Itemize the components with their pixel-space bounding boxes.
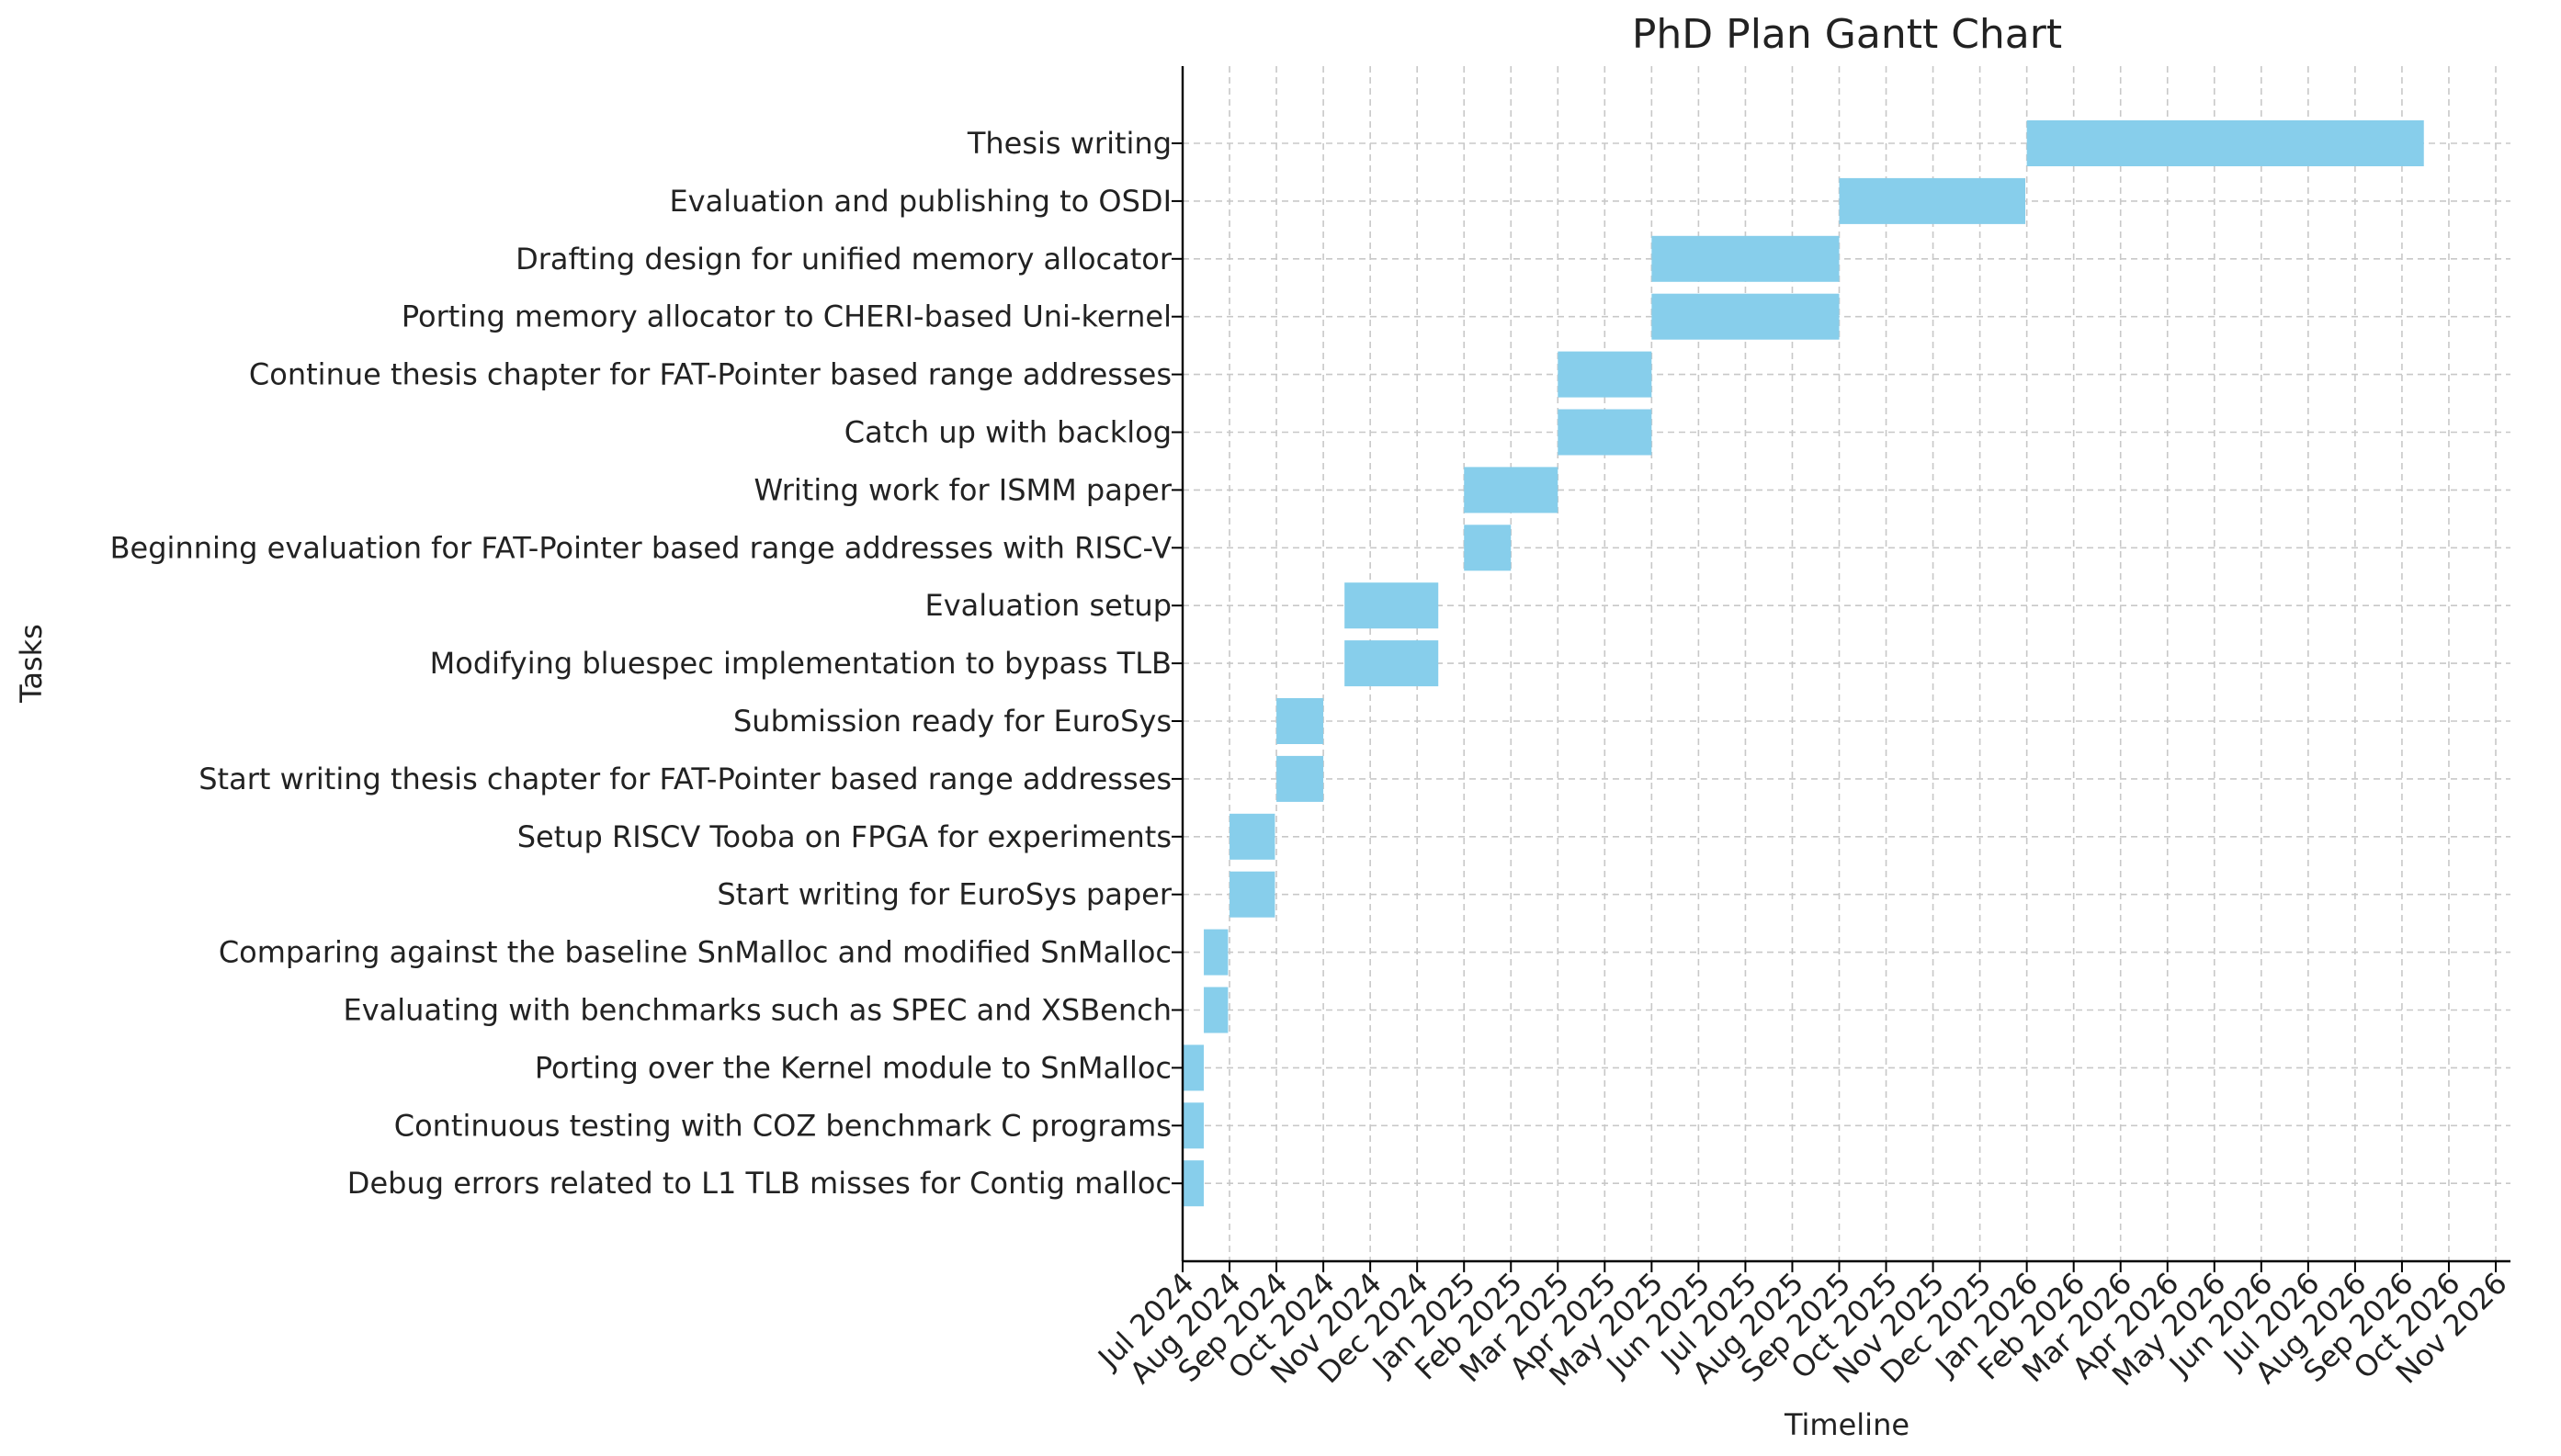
task-bar — [1651, 293, 1840, 340]
task-bar — [1464, 467, 1558, 514]
task-label: Catch up with backlog — [844, 415, 1172, 450]
task-bar — [1276, 698, 1324, 744]
y-axis-title: Tasks — [14, 624, 49, 704]
task-labels: Thesis writing Evaluation and publishing … — [110, 126, 1183, 1201]
task-bar — [1183, 1044, 1205, 1091]
task-label: Drafting design for unified memory alloc… — [516, 242, 1173, 277]
task-bar — [2026, 120, 2424, 166]
task-label: Thesis writing — [967, 126, 1172, 161]
task-label: Porting memory allocator to CHERI-based … — [402, 299, 1172, 334]
task-label: Submission ready for EuroSys — [733, 704, 1172, 739]
task-bar — [1183, 1102, 1205, 1149]
task-bar — [1651, 235, 1840, 282]
task-label: Porting over the Kernel module to SnMall… — [535, 1050, 1172, 1085]
task-bar — [1464, 525, 1512, 571]
task-bar — [1839, 177, 2025, 224]
task-label: Beginning evaluation for FAT-Pointer bas… — [110, 530, 1173, 565]
task-bar — [1344, 640, 1439, 687]
task-label: Evaluation and publishing to OSDI — [669, 184, 1172, 219]
chart-title: PhD Plan Gantt Chart — [1632, 11, 2062, 58]
task-label: Continuous testing with COZ benchmark C … — [394, 1108, 1172, 1143]
task-bar — [1276, 755, 1324, 802]
task-bar — [1230, 871, 1275, 918]
task-label: Evaluating with benchmarks such as SPEC … — [344, 993, 1172, 1028]
task-bar — [1204, 987, 1229, 1033]
task-label: Modifying bluespec implementation to byp… — [430, 646, 1172, 681]
bars — [1183, 120, 2424, 1207]
task-bar — [1558, 351, 1652, 398]
task-bar — [1230, 813, 1275, 860]
task-bar — [1558, 409, 1652, 456]
x-axis-title: Timeline — [1784, 1407, 1909, 1442]
task-label: Start writing thesis chapter for FAT-Poi… — [198, 762, 1172, 796]
task-label: Evaluation setup — [924, 588, 1172, 623]
task-label: Setup RISCV Tooba on FPGA for experiment… — [517, 819, 1172, 854]
task-label: Continue thesis chapter for FAT-Pointer … — [249, 357, 1172, 392]
task-bar — [1344, 582, 1439, 629]
task-label: Writing work for ISMM paper — [754, 472, 1173, 507]
task-bar — [1204, 929, 1229, 976]
task-label: Debug errors related to L1 TLB misses fo… — [347, 1166, 1172, 1201]
task-label: Start writing for EuroSys paper — [717, 877, 1172, 912]
task-bar — [1183, 1160, 1205, 1207]
task-label: Comparing against the baseline SnMalloc … — [219, 935, 1172, 970]
